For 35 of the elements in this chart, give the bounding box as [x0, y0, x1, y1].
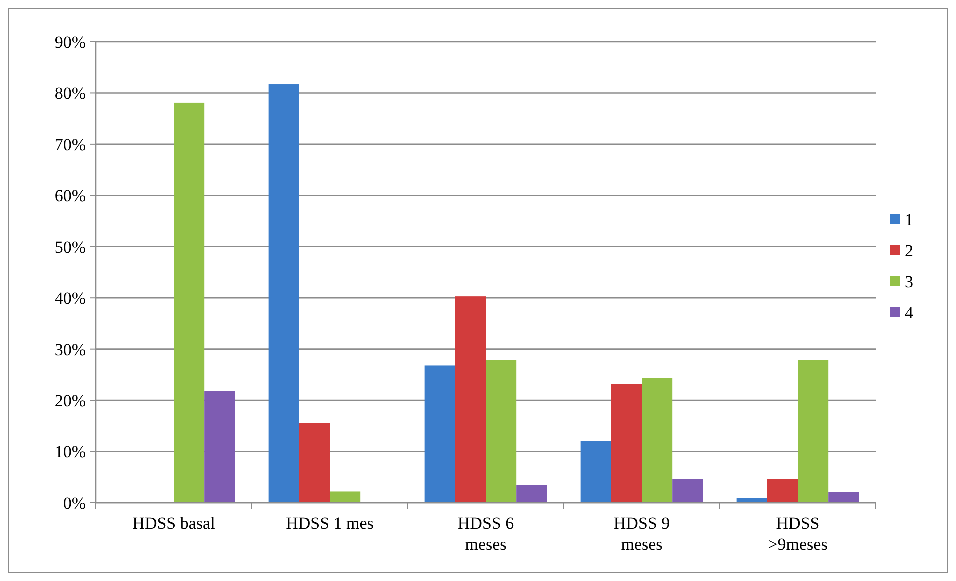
x-tick-label: HDSS 9 meses [614, 514, 670, 554]
bar [204, 391, 236, 503]
x-tick-label: HDSS 1 mes [286, 514, 374, 533]
bar [299, 423, 330, 503]
bar [828, 492, 860, 503]
y-tick-label: 50% [54, 238, 86, 257]
bar [642, 378, 673, 503]
legend-label: 3 [905, 272, 914, 292]
bar [424, 366, 456, 503]
legend-label: 4 [905, 303, 914, 322]
bar [767, 479, 798, 503]
y-tick-label: 0% [63, 494, 86, 513]
y-tick-label: 40% [54, 289, 86, 308]
y-tick-label: 20% [54, 392, 86, 411]
legend-label: 2 [905, 241, 914, 260]
y-tick-label: 90% [54, 32, 86, 52]
bar [516, 485, 548, 503]
bar [174, 102, 205, 503]
y-tick-label: 80% [54, 84, 86, 104]
bar [455, 296, 486, 503]
bar [268, 84, 300, 503]
y-tick-label: 60% [54, 186, 86, 206]
bar [486, 360, 517, 503]
y-tick-label: 10% [54, 442, 86, 462]
x-tick-label: HDSS >9meses [768, 514, 828, 554]
bar [580, 441, 612, 503]
bar [611, 384, 642, 503]
x-tick-label: HDSS 6 meses [458, 514, 514, 554]
bar [330, 492, 361, 503]
y-tick-label: 30% [54, 340, 86, 360]
bar [798, 360, 829, 503]
bar [672, 479, 704, 503]
legend-label: 1 [905, 210, 914, 230]
x-tick-label: HDSS basal [132, 514, 216, 533]
y-tick-label: 70% [54, 135, 86, 154]
